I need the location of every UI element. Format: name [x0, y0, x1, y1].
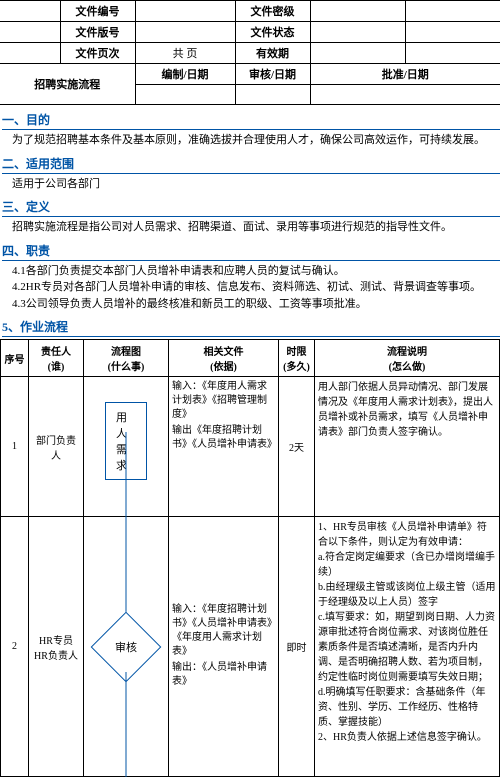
sec3-b: 招聘实施流程是指公司对人员需求、招聘渠道、面试、录用等事项进行规范的指导性文件。: [12, 219, 500, 236]
wf-row-2: 2 HR专员HR负责人 审核 输入：《年度招聘计划书》《人员增补申请表》《年度用…: [1, 517, 500, 777]
col-flow: 流程图(什么事): [84, 340, 169, 377]
workflow-table: 序号 责任人(谁) 流程图(什么事) 相关文件(依据) 时限(多久) 流程说明(…: [0, 339, 500, 777]
sec4-h: 四、职责: [2, 242, 500, 261]
lbl-version: 文件版号: [60, 22, 135, 43]
lbl-file-no: 文件编号: [60, 1, 135, 22]
col-doc: 相关文件(依据): [169, 340, 279, 377]
sec2-b: 适用于公司各部门: [12, 176, 500, 193]
wf-row-1: 1 部门负责人 用人需求 输入：《年度用人需求计划表》《招聘管理制度》 输出《年…: [1, 377, 500, 517]
sec1-h: 一、目的: [2, 111, 500, 130]
col-expl: 流程说明(怎么做): [315, 340, 500, 377]
sec5-h: 5、作业流程: [2, 318, 500, 337]
doc-title: 招聘实施流程: [0, 64, 135, 105]
col-owner: 责任人(谁): [29, 340, 84, 377]
flow-node-review: 审核: [84, 517, 169, 777]
lbl-valid: 有效期: [235, 43, 310, 64]
lbl-approve: 批准/日期: [310, 64, 500, 85]
sec2-h: 二、适用范围: [2, 155, 500, 174]
lbl-review: 审核/日期: [235, 64, 310, 85]
lbl-page: 文件页次: [60, 43, 135, 64]
col-time: 时限(多久): [279, 340, 315, 377]
lbl-status: 文件状态: [235, 22, 310, 43]
sec4-b: 4.1各部门负责提交本部门人员增补申请表和应聘人员的复试与确认。 4.2HR专员…: [12, 263, 500, 313]
lbl-secret: 文件密级: [235, 1, 310, 22]
flow-node-need: 用人需求: [84, 377, 169, 517]
sec1-b: 为了规范招聘基本条件及基本原则，准确选拔并合理使用人才，确保公司高效运作，可持续…: [12, 132, 500, 149]
col-no: 序号: [1, 340, 29, 377]
lbl-make: 编制/日期: [135, 64, 235, 85]
header-table: 文件编号 文件密级 文件版号 文件状态 文件页次 共 页 有效期 招聘实施流程 …: [0, 0, 500, 105]
sec3-h: 三、定义: [2, 198, 500, 217]
